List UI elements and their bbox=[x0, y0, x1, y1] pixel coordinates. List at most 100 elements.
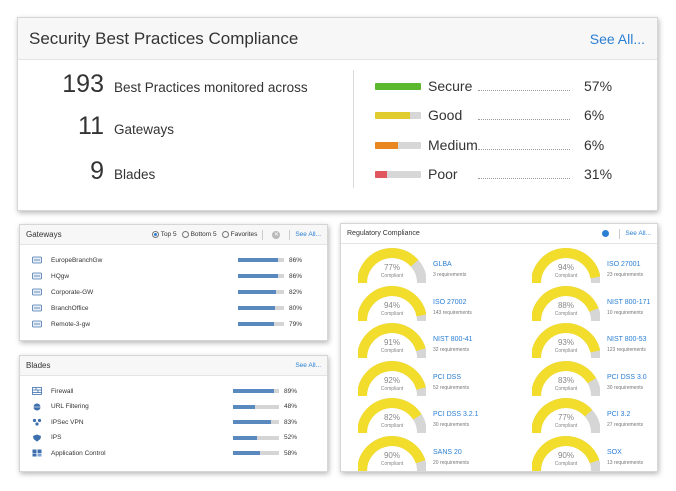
gateway-percent: 80% bbox=[289, 304, 303, 312]
gateway-row[interactable]: EuropeBranchGw 86% bbox=[32, 254, 302, 266]
regulation-gauge[interactable]: 94% Compliant ISO 27002 143 requirements bbox=[358, 285, 508, 323]
blade-bar bbox=[233, 451, 279, 455]
gauge-percent: 90% bbox=[557, 450, 574, 460]
regulation-name-link[interactable]: ISO 27002 bbox=[433, 298, 467, 306]
compliance-level-name: Poor bbox=[428, 166, 458, 182]
stat-gateways: 11 Gateways bbox=[36, 112, 174, 141]
compliance-bar-fill bbox=[375, 111, 410, 119]
gauge-compliant-label: Compliant bbox=[380, 385, 404, 392]
regulation-name-link[interactable]: NIST 800-41 bbox=[433, 336, 473, 343]
see-all-link[interactable]: See All... bbox=[625, 230, 651, 237]
blade-bar-fill bbox=[233, 451, 260, 455]
regulation-name-link[interactable]: PCI 3.2 bbox=[607, 411, 631, 418]
radio-label: Favorites bbox=[230, 231, 258, 238]
compliance-percent: 6% bbox=[584, 137, 605, 153]
regulation-name-link[interactable]: NIST 800-53 bbox=[607, 336, 647, 343]
blade-name[interactable]: Application Control bbox=[51, 449, 106, 457]
regulation-gauge[interactable]: 90% Compliant SOX 13 requirements bbox=[532, 435, 676, 473]
gateway-name[interactable]: HQgw bbox=[51, 272, 70, 280]
gateway-bar bbox=[238, 322, 284, 326]
see-all-link[interactable]: See All... bbox=[295, 231, 321, 238]
radio-bottom5[interactable] bbox=[181, 231, 189, 238]
regulation-gauge[interactable]: 88% Compliant NIST 800-171 10 requirements bbox=[532, 285, 676, 323]
stat-blades: 9 Blades bbox=[36, 157, 155, 186]
regulation-requirements: 10 requirements bbox=[607, 309, 644, 316]
gauge-compliant-label: Compliant bbox=[554, 385, 578, 392]
regulation-name-link[interactable]: NIST 800-171 bbox=[607, 298, 651, 306]
regulation-name-link[interactable]: PCI DSS 3.2.1 bbox=[433, 411, 479, 418]
gauge-percent: 91% bbox=[383, 338, 400, 347]
dotted-leader bbox=[478, 89, 570, 91]
regulation-gauge[interactable]: 77% Compliant PCI 3.2 27 requirements bbox=[532, 397, 676, 435]
compliance-bar bbox=[375, 82, 421, 90]
gateway-row[interactable]: Corporate-GW 82% bbox=[32, 286, 302, 298]
gateway-name[interactable]: BranchOffice bbox=[51, 304, 89, 312]
blade-row[interactable]: IPS 52% bbox=[32, 432, 297, 444]
regulation-gauge[interactable]: 82% Compliant PCI DSS 3.2.1 30 requirements bbox=[358, 397, 508, 435]
gateway-name[interactable]: Remote-3-gw bbox=[51, 320, 91, 328]
regulation-gauge[interactable]: 92% Compliant PCI DSS 52 requirements bbox=[358, 360, 508, 398]
regulation-gauge[interactable]: 77% Compliant GLBA 3 requirements bbox=[358, 247, 508, 285]
regulation-name-link[interactable]: ISO 27001 bbox=[607, 261, 641, 268]
blade-row[interactable]: Firewall 89% bbox=[32, 385, 297, 397]
gateway-bar-fill bbox=[238, 306, 275, 310]
gateway-icon bbox=[32, 272, 42, 280]
see-all-link[interactable]: See All... bbox=[589, 30, 645, 47]
gauge-compliant-label: Compliant bbox=[380, 348, 404, 354]
gateway-row[interactable]: Remote-3-gw 79% bbox=[32, 318, 302, 330]
blade-bar bbox=[233, 435, 279, 440]
clear-icon[interactable]: ✕ bbox=[272, 230, 281, 239]
stat-label: Gateways bbox=[114, 122, 175, 137]
regulation-gauge[interactable]: 90% Compliant SANS 20 20 requirements bbox=[358, 435, 508, 473]
gateway-row[interactable]: BranchOffice 80% bbox=[32, 302, 302, 314]
gateway-bar bbox=[238, 290, 284, 294]
regulation-gauge[interactable]: 83% Compliant PCI DSS 3.0 30 requirements bbox=[532, 360, 676, 398]
compliance-good[interactable]: Good 6% bbox=[375, 105, 604, 125]
regulation-name-link[interactable]: SOX bbox=[607, 448, 622, 456]
gauge-arc bbox=[532, 323, 600, 359]
gateway-row[interactable]: HQgw 86% bbox=[32, 270, 302, 282]
gateway-bar bbox=[238, 274, 284, 278]
regulation-name-link[interactable]: SANS 20 bbox=[433, 448, 462, 456]
compliance-level-name: Good bbox=[428, 107, 463, 123]
blade-name[interactable]: IPS bbox=[51, 434, 62, 441]
regulation-gauge[interactable]: 94% Compliant ISO 27001 23 requirements bbox=[532, 247, 676, 285]
panel-header: Blades See All... bbox=[20, 356, 327, 376]
settings-icon[interactable] bbox=[602, 230, 610, 237]
compliance-poor[interactable]: Poor 31% bbox=[375, 164, 612, 184]
regulatory-compliance-panel: Regulatory Compliance See All... 77% Comp… bbox=[340, 223, 658, 472]
regulation-gauge[interactable]: 91% Compliant NIST 800-41 32 requirements bbox=[358, 322, 508, 360]
gateway-icon bbox=[32, 320, 42, 328]
regulation-name-link[interactable]: PCI DSS bbox=[433, 373, 462, 381]
blade-row[interactable]: IPSec VPN 83% bbox=[32, 416, 297, 428]
gauge-percent: 92% bbox=[383, 375, 400, 385]
compliance-medium[interactable]: Medium 6% bbox=[375, 135, 604, 155]
regulation-gauge[interactable]: 93% Compliant NIST 800-53 123 requirements bbox=[532, 322, 676, 360]
blade-row[interactable]: URL Filtering 48% bbox=[32, 401, 297, 413]
gauge-percent: 90% bbox=[383, 450, 400, 460]
radio-top5[interactable] bbox=[151, 231, 159, 238]
regulation-requirements: 3 requirements bbox=[433, 272, 467, 278]
blade-name[interactable]: URL Filtering bbox=[51, 403, 89, 410]
gateways-panel: Gateways Top 5 Bottom 5 Favorites ✕ See … bbox=[19, 224, 328, 341]
see-all-link[interactable]: See All... bbox=[295, 362, 321, 369]
regulation-requirements: 27 requirements bbox=[607, 422, 644, 428]
gateway-icon bbox=[32, 288, 42, 296]
blade-name[interactable]: IPSec VPN bbox=[51, 418, 84, 426]
regulation-name-link[interactable]: GLBA bbox=[433, 261, 452, 268]
app-control-icon bbox=[32, 449, 42, 457]
regulation-name-link[interactable]: PCI DSS 3.0 bbox=[607, 373, 647, 381]
gateway-name[interactable]: Corporate-GW bbox=[51, 288, 94, 296]
compliance-bar bbox=[375, 170, 421, 178]
gateway-bar-fill bbox=[238, 258, 278, 262]
compliance-percent: 31% bbox=[584, 166, 613, 182]
blade-row[interactable]: Application Control 58% bbox=[32, 447, 297, 459]
panel-header: Regulatory Compliance See All... bbox=[341, 224, 657, 244]
compliance-secure[interactable]: Secure 57% bbox=[375, 76, 612, 96]
blade-name[interactable]: Firewall bbox=[51, 387, 74, 395]
gauge-arc bbox=[358, 248, 426, 284]
panel-title: Regulatory Compliance bbox=[347, 230, 420, 237]
radio-favorites[interactable] bbox=[221, 231, 229, 238]
gateway-name[interactable]: EuropeBranchGw bbox=[51, 256, 103, 264]
compliance-percent: 6% bbox=[584, 107, 605, 123]
